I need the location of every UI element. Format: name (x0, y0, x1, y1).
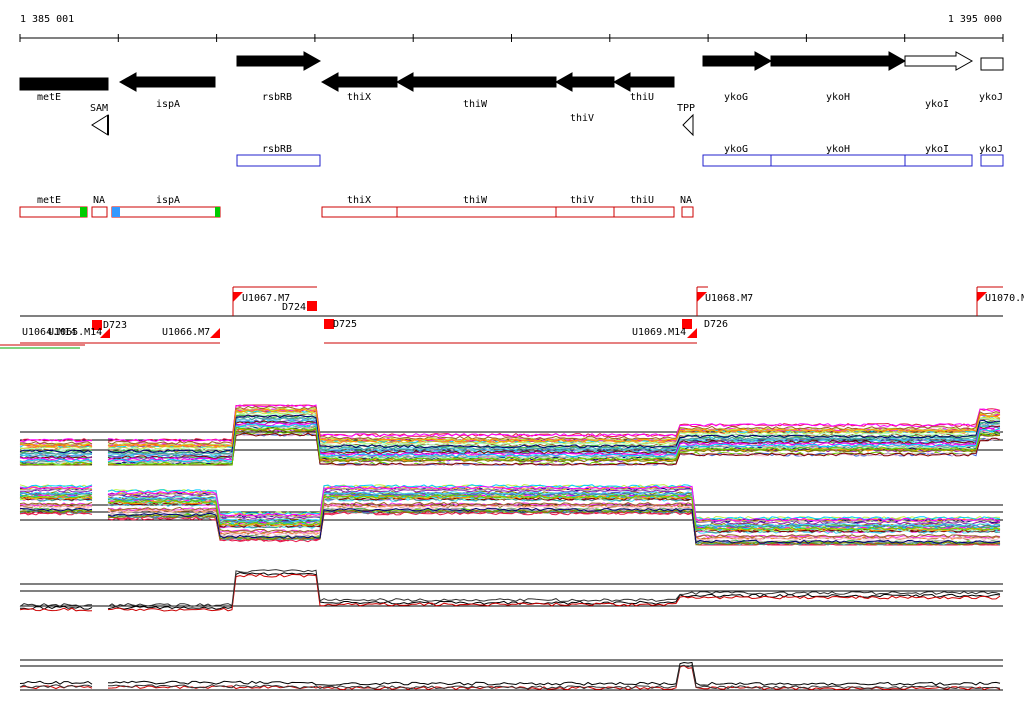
segment-label: U1065.M14 (48, 327, 102, 338)
signal-profile (19, 408, 1001, 448)
transcript-label: thiV (570, 195, 594, 206)
gene-arrow (118, 72, 216, 92)
annotation-box (904, 154, 973, 167)
annotation-label: rsbRB (262, 144, 292, 155)
marker (112, 207, 120, 217)
signal-profile (19, 423, 1001, 463)
breakpoint (92, 320, 102, 330)
riboswitch-label: TPP (677, 103, 695, 114)
signal-profile (19, 484, 1001, 521)
gene-arrow (980, 57, 1004, 71)
gene-arrow (395, 72, 557, 92)
segment-label: D724 (282, 302, 306, 313)
segment-flag (977, 292, 987, 302)
transcript-box (396, 206, 557, 218)
annotation-label: ykoJ (979, 144, 1003, 155)
segment-flag (100, 328, 110, 338)
segment-label: D723 (103, 320, 127, 331)
signal-profile (19, 426, 1001, 466)
transcript-box (91, 206, 108, 218)
signal-profile (19, 491, 1001, 528)
signal-profile (19, 569, 1001, 608)
segment-label: U1064.M14 (22, 327, 76, 338)
segment-label: U1069.M14 (632, 327, 686, 338)
gene-arrow (904, 51, 974, 71)
gene-arrow (320, 72, 398, 92)
gene-label: thiV (570, 113, 594, 124)
gene-label: rsbRB (262, 92, 292, 103)
gene-label: metE (37, 92, 61, 103)
transcript-label: thiU (630, 195, 654, 206)
segment-flag (687, 328, 697, 338)
transcript-label: metE (37, 195, 61, 206)
segment-label: D725 (333, 319, 357, 330)
gene-arrow (702, 51, 773, 71)
gene-label: thiX (347, 92, 371, 103)
annotation-label: ykoI (925, 144, 949, 155)
ruler-start: 1 385 001 (20, 14, 74, 25)
signal-profile (19, 416, 1001, 456)
signal-profile (19, 661, 1001, 686)
gene-arrow (554, 72, 615, 92)
signal-profile (19, 573, 1001, 612)
riboswitch (91, 114, 109, 136)
riboswitch-label: SAM (90, 103, 108, 114)
ruler-end: 1 395 000 (948, 14, 1002, 25)
segment-flag (697, 292, 707, 302)
gene-label: ispA (156, 99, 180, 110)
signal-profile (19, 485, 1001, 522)
signal-profile (19, 494, 1001, 531)
transcript-label: ispA (156, 195, 180, 206)
transcript-label: NA (680, 195, 692, 206)
riboswitch (682, 113, 694, 137)
gene-arrow (236, 51, 322, 71)
gene-label: ykoI (925, 99, 949, 110)
gene-label: ykoH (826, 92, 850, 103)
transcript-label: thiX (347, 195, 371, 206)
transcript-box (555, 206, 615, 218)
transcript-label: thiW (463, 195, 488, 206)
gene-label: thiW (463, 99, 488, 110)
signal-profile (19, 504, 1001, 541)
transcript-box (613, 206, 675, 218)
segment-flag (210, 328, 220, 338)
breakpoint (324, 319, 334, 329)
marker (215, 207, 220, 217)
annotation-label: ykoH (826, 144, 850, 155)
segment-flag (233, 292, 243, 302)
gene-arrow (770, 51, 907, 71)
transcript-box (19, 206, 88, 218)
marker (80, 207, 87, 217)
transcript-box (321, 206, 398, 218)
gene-label: ykoG (724, 92, 748, 103)
segment-label: U1068.M7 (705, 293, 753, 304)
gene-label: thiU (630, 92, 654, 103)
signal-profile (19, 507, 1001, 544)
breakpoint (307, 301, 317, 311)
segment-label: U1070.M7 (985, 293, 1024, 304)
annotation-box (702, 154, 772, 167)
gene-label: ykoJ (979, 92, 1003, 103)
segment-label: U1067.M7 (242, 293, 290, 304)
signal-profile (19, 664, 1001, 690)
segment-label: D726 (704, 319, 728, 330)
transcript-label: NA (93, 195, 105, 206)
segment-label: U1066.M7 (162, 327, 210, 338)
signal-profile (19, 491, 1001, 528)
transcript-box (681, 206, 694, 218)
gene-arrow (612, 72, 675, 92)
annotation-box (980, 154, 1004, 167)
signal-profile (19, 501, 1001, 538)
transcript-box (111, 206, 221, 218)
signal-profile (19, 414, 1001, 454)
breakpoint (682, 319, 692, 329)
annotation-label: ykoG (724, 144, 748, 155)
annotation-box (236, 154, 321, 167)
annotation-box (770, 154, 906, 167)
gene-arrow (19, 77, 109, 91)
